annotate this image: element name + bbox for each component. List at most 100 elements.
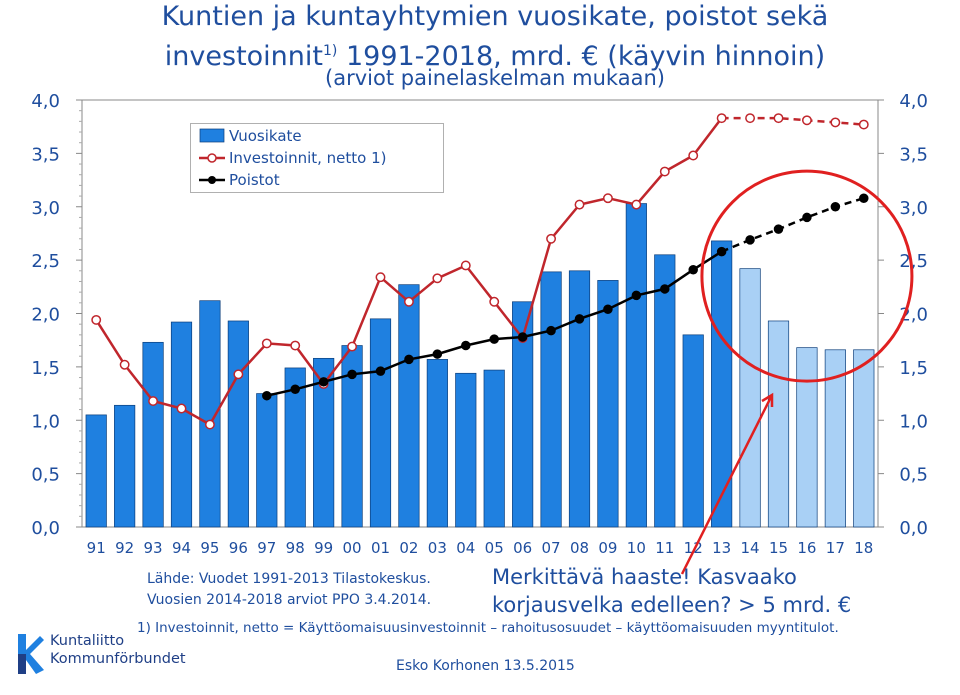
investment-point — [91, 314, 102, 325]
depreciation-point — [517, 332, 528, 342]
depreciation-point — [802, 212, 812, 223]
investment-point — [574, 199, 585, 210]
bar-vuosikate — [85, 414, 107, 528]
y-tick-label-right: 2,5 — [899, 251, 928, 272]
investment-point — [176, 403, 187, 414]
x-tick-label: 92 — [115, 539, 134, 557]
depreciation-point — [318, 377, 329, 387]
depreciation-point — [745, 235, 755, 245]
investment-point — [148, 396, 159, 406]
investment-point — [403, 296, 414, 307]
x-tick-label: 96 — [229, 539, 248, 557]
legend-label-poistot: Poistot — [229, 171, 280, 189]
bar-vuosikate — [170, 321, 193, 528]
highlight-pointer-arrow — [761, 392, 774, 407]
bar-vuosikate — [654, 254, 676, 528]
challenge-line-1: Merkittävä haaste! Kasvaako — [492, 565, 797, 589]
bar-vuosikate — [398, 284, 420, 528]
y-tick-label-left: 3,5 — [31, 144, 60, 165]
bar-vuosikate — [512, 301, 534, 528]
bar-vuosikate — [313, 357, 335, 528]
x-tick-label: 03 — [428, 539, 447, 557]
y-tick-label-left: 0,0 — [31, 518, 60, 539]
bar-vuosikate — [597, 280, 619, 528]
investment-point — [830, 117, 841, 128]
footnote: 1) Investoinnit, netto = Käyttöomaisuusi… — [137, 620, 839, 636]
y-tick-label-right: 0,5 — [899, 465, 928, 486]
logo-line-2: Kommunförbundet — [50, 651, 186, 667]
bar-vuosikate — [540, 271, 562, 528]
chart-subtitle: (arviot painelaskelman mukaan) — [325, 66, 665, 90]
challenge-line-2: korjausvelka edelleen? > 5 mrd. € — [492, 593, 852, 617]
investment-point — [858, 119, 869, 130]
investment-point — [602, 193, 613, 204]
y-tick-label-left: 0,5 — [31, 465, 60, 486]
x-tick-label: 97 — [257, 539, 276, 557]
y-tick-label-right: 4,0 — [899, 91, 928, 112]
highlight-circle — [700, 169, 914, 383]
depreciation-point — [631, 290, 642, 301]
investment-point — [261, 338, 272, 349]
depreciation-point — [574, 314, 585, 324]
investment-point — [773, 113, 784, 124]
depreciation-point — [688, 264, 698, 275]
depreciation-point — [603, 304, 613, 314]
investment-point — [119, 359, 130, 370]
y-tick-label-left: 4,0 — [31, 91, 60, 112]
x-tick-label: 17 — [826, 539, 845, 557]
x-tick-label: 04 — [456, 539, 475, 557]
bar-vuosikate — [625, 203, 647, 528]
x-tick-label: 15 — [769, 539, 788, 557]
depreciation-point — [461, 340, 471, 351]
y-tick-label-left: 3,0 — [31, 198, 60, 219]
depreciation-point — [716, 246, 727, 257]
depreciation-point — [773, 224, 784, 234]
logo-text: Kuntaliitto Kommunförbundet — [50, 632, 186, 668]
investment-point — [631, 199, 642, 210]
logo-line-1: Kuntaliitto — [50, 633, 125, 649]
title-footnote-mark: 1) — [323, 43, 338, 59]
depreciation-point — [830, 202, 841, 212]
bar-vuosikate — [142, 341, 164, 528]
legend-label-vuosikate: Vuosikate — [229, 127, 302, 145]
title-line-2-end: 1991-2018, mrd. € (käyvin hinnoin) — [337, 41, 826, 72]
x-tick-label: 13 — [712, 539, 731, 557]
investment-point — [233, 369, 244, 380]
depreciation-point — [262, 390, 272, 401]
x-tick-label: 06 — [513, 539, 532, 557]
bar-vuosikate — [369, 318, 392, 528]
author-date: Esko Korhonen 13.5.2015 — [396, 658, 575, 674]
depreciation-point — [290, 384, 300, 395]
investment-point — [347, 341, 358, 352]
x-tick-label: 99 — [314, 539, 333, 557]
y-tick-label-left: 2,5 — [31, 251, 60, 272]
x-tick-label: 07 — [542, 539, 561, 557]
depreciation-point — [660, 284, 670, 294]
bar-vuosikate — [711, 240, 733, 528]
y-tick-label-left: 2,0 — [31, 305, 60, 326]
y-tick-label-right: 3,0 — [899, 198, 928, 219]
y-tick-label-right: 0,0 — [899, 518, 928, 539]
x-tick-label: 93 — [144, 539, 163, 557]
investment-point — [290, 340, 301, 351]
bar-vuosikate — [739, 268, 761, 528]
x-tick-label: 02 — [399, 539, 418, 557]
title-line-2-start: investoinnit — [164, 41, 323, 72]
bar-vuosikate — [568, 270, 591, 528]
legend-swatch-bar — [199, 128, 225, 143]
investment-point — [460, 260, 471, 271]
investment-line-forecast — [721, 116, 864, 126]
legend-label-investoinnit: Investoinnit, netto 1) — [229, 149, 387, 167]
depreciation-point — [432, 349, 443, 359]
bar-vuosikate — [853, 349, 875, 528]
y-tick-label-right: 1,5 — [899, 358, 928, 379]
bar-vuosikate — [256, 393, 278, 528]
bar-vuosikate — [455, 372, 477, 528]
challenge-callout: Merkittävä haaste! Kasvaako korjausvelka… — [492, 563, 851, 619]
depreciation-point — [546, 325, 556, 336]
chart-title: Kuntien ja kuntayhtymien vuosikate, pois… — [95, 0, 895, 74]
x-tick-label: 11 — [655, 539, 674, 557]
logo-mark-icon — [18, 634, 44, 674]
x-tick-label: 09 — [598, 539, 617, 557]
